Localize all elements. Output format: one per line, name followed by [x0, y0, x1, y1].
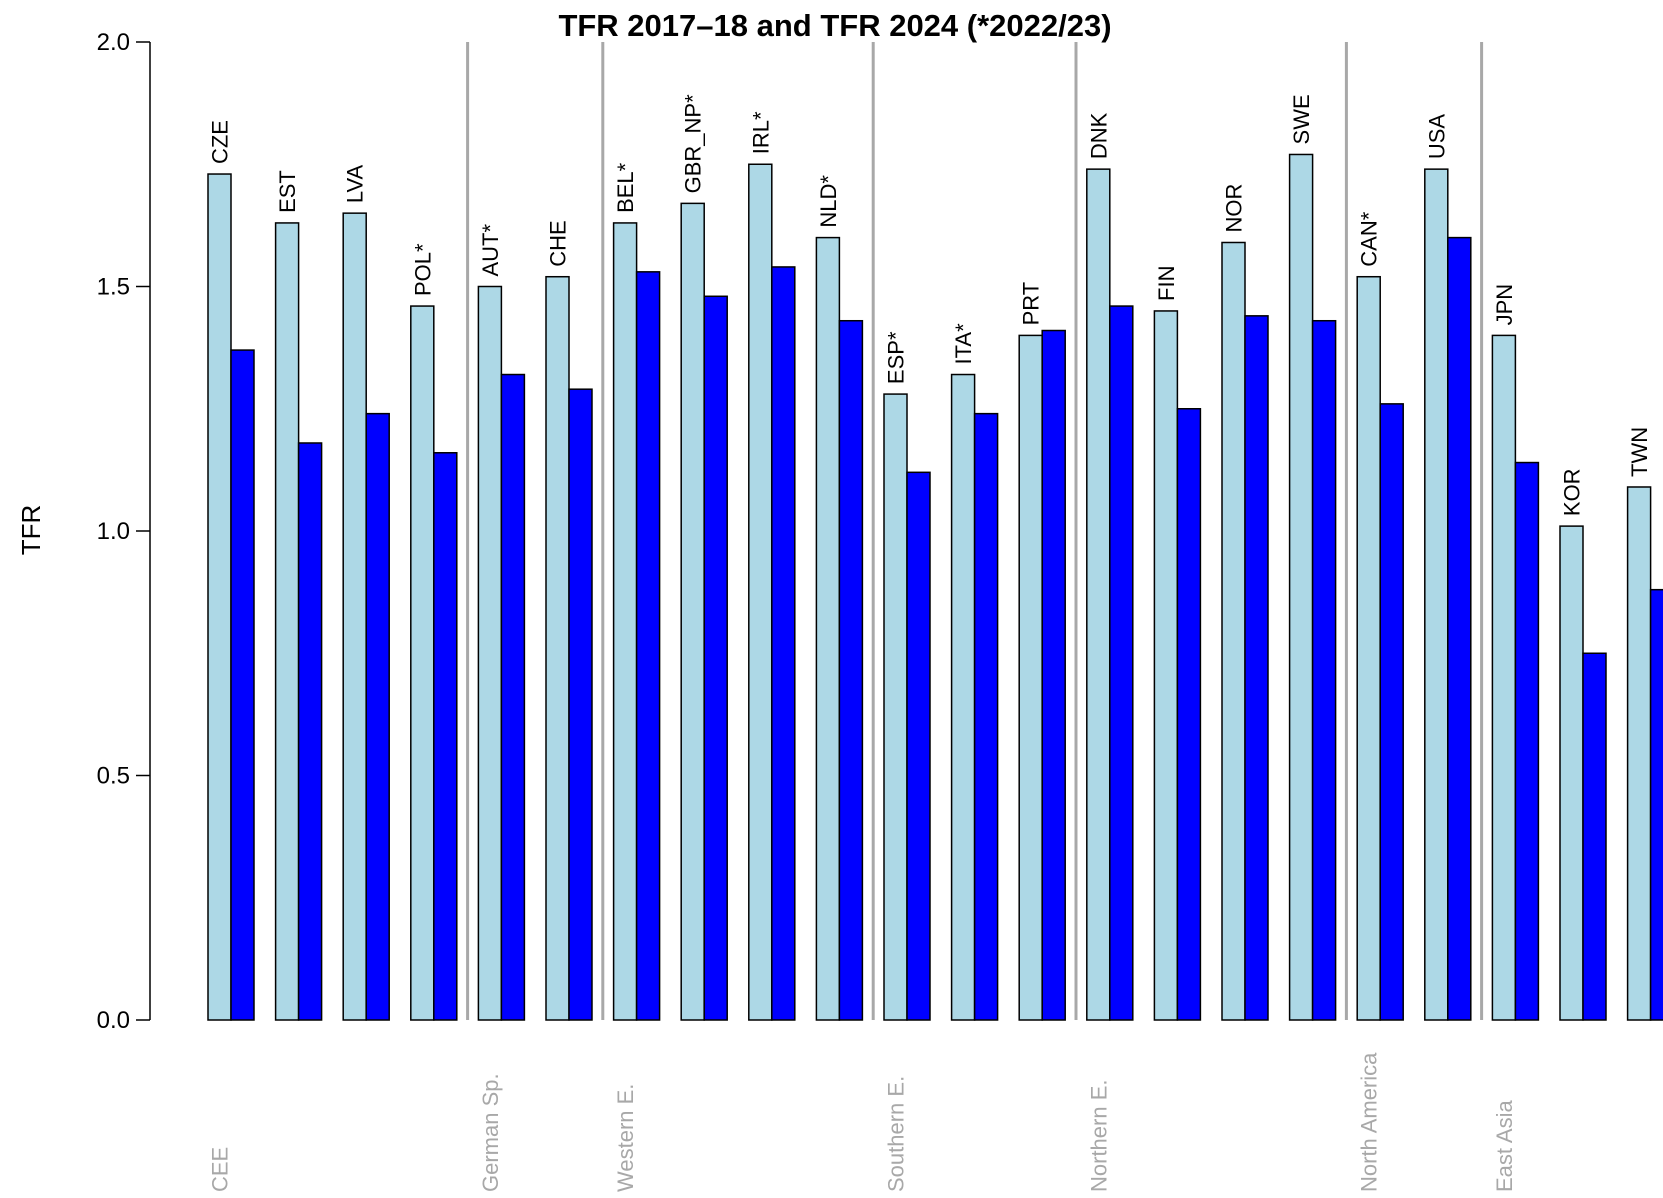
bar-series-2-pol — [433, 452, 458, 1021]
y-axis-label: TFR — [16, 505, 46, 556]
bar-series-1-prt — [1018, 334, 1043, 1021]
bar-series-2-est — [297, 442, 323, 1021]
bar-series-2-prt — [1041, 329, 1066, 1021]
bar-series-1-nor — [1221, 241, 1246, 1021]
bar-series-1-dnk — [1086, 168, 1111, 1021]
bar-series-1-fin — [1153, 310, 1179, 1021]
bar-series-2-usa — [1447, 236, 1472, 1021]
y-tick-label: 2.0 — [97, 29, 130, 56]
group-label: CEE — [208, 1147, 233, 1192]
bar-series-1-pol — [410, 305, 435, 1021]
category-label: AUT* — [478, 224, 503, 277]
bar-series-2-ita — [973, 412, 999, 1021]
category-label: JPN — [1492, 284, 1517, 326]
bar-series-1-gbrnp — [680, 202, 705, 1021]
bar-series-2-bel — [635, 271, 661, 1021]
bar-series-1-lva — [342, 212, 367, 1021]
bar-series-2-cze — [230, 349, 255, 1021]
group-label: German Sp. — [478, 1073, 503, 1192]
category-label: ITA* — [951, 323, 976, 365]
bar-series-2-che — [568, 388, 593, 1021]
category-label: TWN — [1627, 427, 1652, 477]
bar-series-1-esp — [883, 393, 908, 1021]
bar-series-1-nld — [815, 236, 841, 1021]
bar-series-1-swe — [1288, 153, 1314, 1021]
y-tick-label: 0.0 — [97, 1007, 130, 1034]
category-label: KOR — [1560, 468, 1585, 516]
group-label: Northern E. — [1086, 1080, 1111, 1193]
category-label: CZE — [208, 120, 233, 164]
bar-series-1-kor — [1559, 525, 1584, 1021]
bar-series-2-irl — [771, 266, 796, 1021]
bar-series — [207, 153, 1663, 1021]
bar-series-2-swe — [1311, 319, 1337, 1021]
bar-series-1-est — [274, 222, 300, 1021]
bar-series-1-irl — [748, 163, 773, 1021]
bar-series-2-twn — [1649, 588, 1663, 1021]
category-label: SWE — [1289, 94, 1314, 144]
bar-series-2-kor — [1582, 652, 1607, 1021]
bar-series-2-aut — [500, 373, 526, 1021]
category-label: IRL* — [748, 111, 773, 154]
category-label: LVA — [343, 165, 368, 204]
group-separators — [466, 42, 1484, 1020]
bar-series-1-aut — [477, 285, 503, 1021]
bar-series-2-nor — [1244, 315, 1269, 1021]
bar-series-1-che — [545, 275, 570, 1021]
bar-series-2-lva — [365, 412, 390, 1021]
category-label: PRT — [1019, 282, 1044, 326]
y-tick-label: 1.5 — [97, 274, 130, 301]
bar-series-2-nld — [838, 319, 864, 1021]
category-label: NLD* — [816, 175, 841, 228]
bar-series-1-ita — [950, 373, 976, 1021]
category-label: GBR_NP* — [681, 94, 706, 193]
category-label: USA — [1424, 114, 1449, 160]
category-label: BEL* — [613, 162, 638, 213]
bar-series-2-jpn — [1514, 461, 1540, 1021]
bar-series-2-gbrnp — [703, 295, 728, 1021]
bar-series-1-jpn — [1491, 334, 1517, 1021]
y-tick-label: 1.0 — [97, 518, 130, 545]
category-label: CHE — [546, 220, 571, 266]
category-label: FIN — [1154, 265, 1179, 300]
category-label: NOR — [1222, 184, 1247, 233]
bar-series-1-twn — [1626, 486, 1652, 1021]
bar-series-1-cze — [207, 173, 232, 1021]
category-label: EST — [275, 170, 300, 213]
group-labels: CEE German Sp. Western E. Southern E. Northe… — [208, 1052, 1517, 1192]
chart-title: TFR 2017–18 and TFR 2024 (*2022/23) — [558, 8, 1111, 43]
bar-series-2-can — [1379, 403, 1404, 1021]
group-label: Southern E. — [884, 1076, 909, 1192]
bar-series-1-bel — [612, 222, 638, 1021]
group-label: Western E. — [613, 1084, 638, 1192]
bar-series-2-fin — [1176, 408, 1202, 1021]
category-label: CAN* — [1357, 211, 1382, 266]
category-label: ESP* — [884, 331, 909, 384]
bar-labels: CZE EST LVA POL* AUT* CHE BEL* GBR_NP* IRL* NLD* E… — [208, 94, 1653, 516]
y-axis: 0.0 0.5 1.0 1.5 2.0 — [97, 29, 151, 1034]
y-tick-label: 0.5 — [97, 763, 130, 790]
bar-series-1-can — [1356, 275, 1381, 1021]
group-label: East Asia — [1492, 1100, 1517, 1192]
bar-series-2-esp — [906, 471, 931, 1021]
group-label: North America — [1357, 1052, 1382, 1192]
bar-series-2-dnk — [1109, 305, 1134, 1021]
category-label: DNK — [1086, 112, 1111, 159]
category-label: POL* — [410, 243, 435, 296]
bar-series-1-usa — [1424, 168, 1449, 1021]
